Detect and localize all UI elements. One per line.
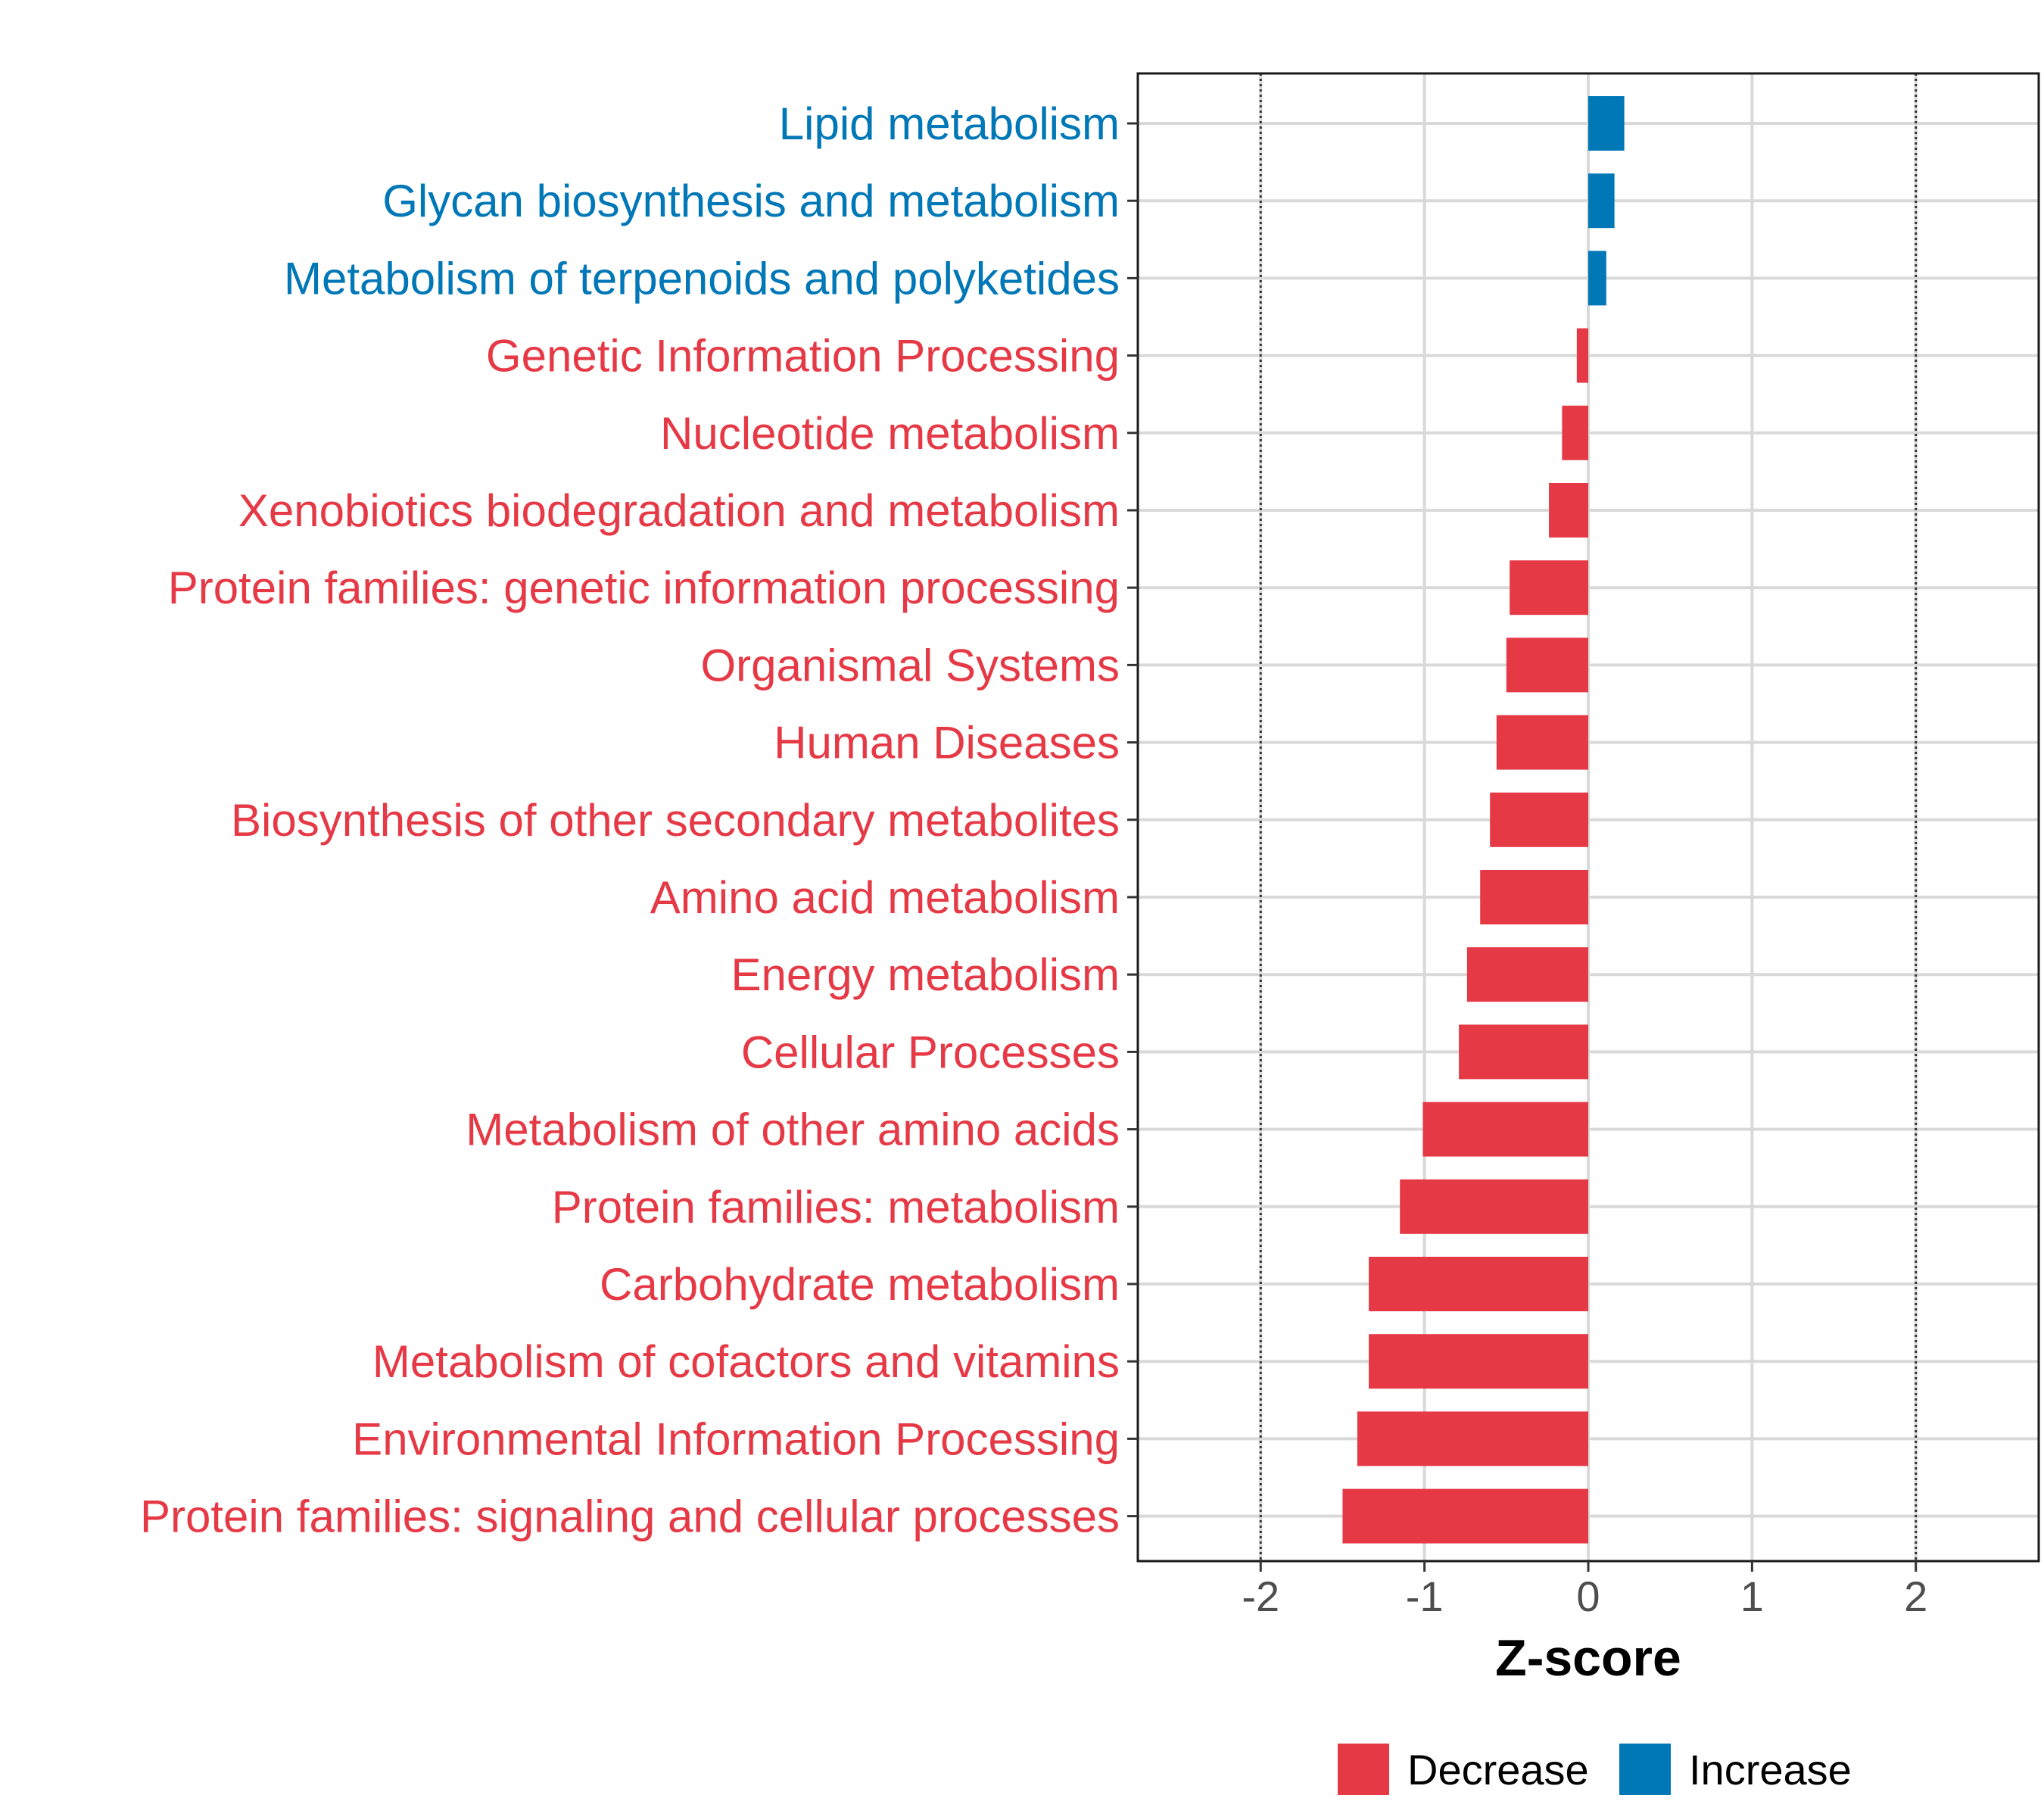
bar <box>1496 715 1588 770</box>
x-axis: -2 -1 0 1 2 <box>1242 1561 1927 1620</box>
bar <box>1510 560 1588 616</box>
category-label: Metabolism of cofactors and vitamins <box>372 1336 1120 1387</box>
x-tick-label: 1 <box>1740 1572 1764 1620</box>
category-label: Lipid metabolism <box>779 98 1120 149</box>
category-label: Metabolism of other amino acids <box>466 1105 1120 1155</box>
bar <box>1506 637 1588 693</box>
legend-label-decrease: Decrease <box>1407 1746 1589 1794</box>
category-label: Glycan biosynthesis and metabolism <box>382 176 1120 226</box>
category-label: Biosynthesis of other secondary metaboli… <box>231 795 1120 846</box>
category-label: Nucleotide metabolism <box>660 408 1120 459</box>
category-label: Energy metabolism <box>731 949 1120 1000</box>
category-label: Protein families: signaling and cellular… <box>140 1491 1120 1542</box>
legend-label-increase: Increase <box>1689 1746 1852 1794</box>
x-tick-label: 2 <box>1904 1572 1927 1620</box>
reference-lines <box>1259 73 1918 1561</box>
category-label: Organismal Systems <box>701 640 1120 690</box>
category-label: Human Diseases <box>774 718 1120 768</box>
bar <box>1588 251 1606 306</box>
x-tick-label: -2 <box>1242 1572 1279 1620</box>
bars <box>1342 96 1625 1544</box>
bar <box>1549 483 1588 538</box>
bar <box>1369 1257 1588 1311</box>
bar <box>1357 1411 1588 1466</box>
bar <box>1422 1102 1588 1157</box>
category-label: Metabolism of terpenoids and polyketides <box>284 253 1120 304</box>
legend: Decrease Increase <box>1338 1744 1852 1795</box>
bar <box>1400 1179 1588 1234</box>
bar <box>1466 947 1588 1002</box>
x-tick-label: -1 <box>1406 1572 1444 1620</box>
bar <box>1588 173 1615 229</box>
category-label: Xenobiotics biodegradation and metabolis… <box>238 485 1120 536</box>
bar <box>1459 1024 1588 1080</box>
category-label: Amino acid metabolism <box>650 872 1120 923</box>
bar <box>1480 870 1588 924</box>
category-label: Carbohydrate metabolism <box>600 1259 1120 1310</box>
legend-swatch-decrease <box>1338 1744 1389 1795</box>
bar <box>1562 405 1588 460</box>
category-label: Cellular Processes <box>741 1027 1120 1077</box>
legend-swatch-increase <box>1619 1744 1671 1795</box>
category-label: Protein families: metabolism <box>552 1182 1120 1233</box>
category-label: Genetic Information Processing <box>486 331 1120 382</box>
category-label: Environmental Information Processing <box>352 1413 1120 1464</box>
bar <box>1576 328 1588 383</box>
bar <box>1588 96 1625 151</box>
y-axis: Lipid metabolism Glycan biosynthesis and … <box>140 98 1138 1542</box>
x-axis-title: Z-score <box>1495 1629 1681 1687</box>
bar <box>1369 1334 1588 1389</box>
category-label: Protein families: genetic information pr… <box>168 563 1120 613</box>
bar <box>1490 792 1588 847</box>
x-tick-label: 0 <box>1576 1572 1600 1620</box>
bar <box>1342 1488 1588 1544</box>
